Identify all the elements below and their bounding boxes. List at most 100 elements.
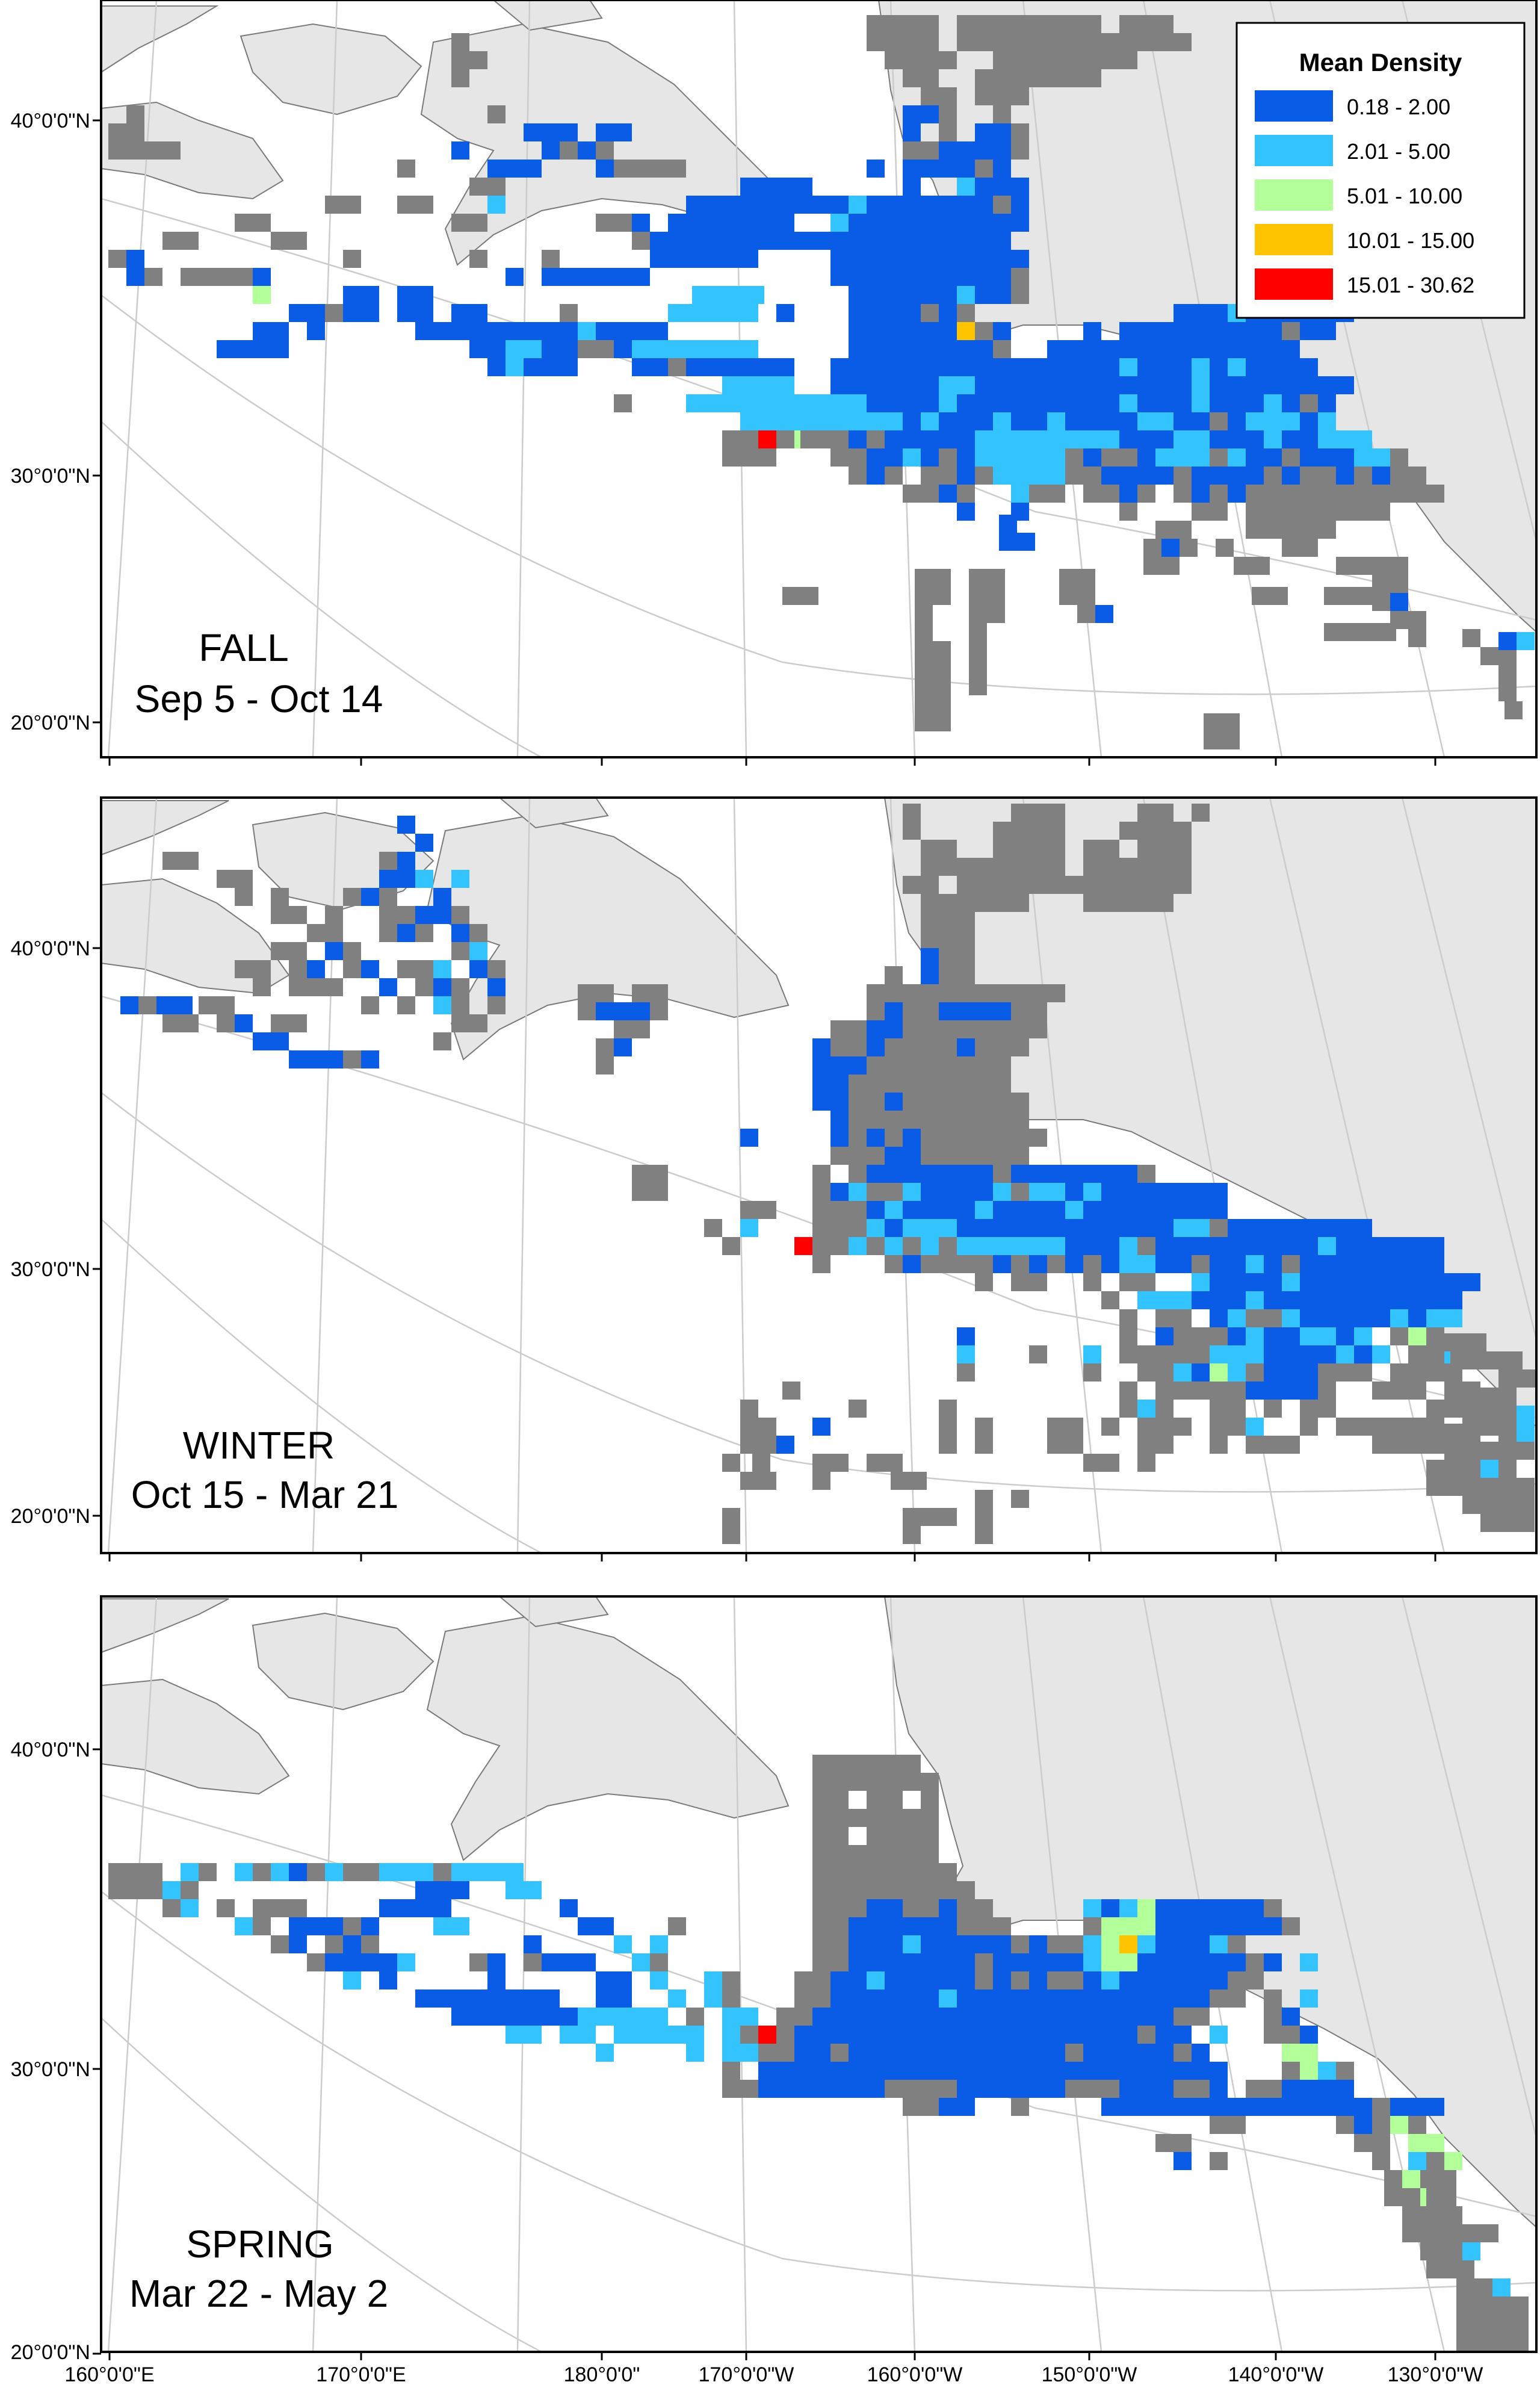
no-data-cell bbox=[957, 304, 975, 322]
no-data-cell bbox=[903, 2098, 939, 2116]
density-cell-class-1 bbox=[1155, 1237, 1318, 1255]
no-data-cell bbox=[939, 966, 975, 984]
density-cell-class-1 bbox=[469, 340, 506, 358]
no-data-cell bbox=[812, 1755, 921, 1773]
density-cells-spring bbox=[108, 1755, 1529, 2351]
density-cell-class-1 bbox=[415, 1881, 469, 1899]
density-cell-class-2 bbox=[722, 376, 794, 394]
no-data-cell bbox=[1059, 569, 1095, 587]
density-cell-class-1 bbox=[993, 1201, 1065, 1219]
date-range-winter: Oct 15 - Mar 21 bbox=[131, 1473, 399, 1516]
no-data-cell bbox=[1432, 1333, 1486, 1351]
density-cell-class-3 bbox=[253, 286, 271, 304]
no-data-cell bbox=[1300, 467, 1336, 485]
no-data-cell bbox=[1354, 2134, 1390, 2152]
density-cell-class-1 bbox=[867, 160, 885, 178]
density-cell-class-2 bbox=[1137, 412, 1174, 430]
density-cell-class-2 bbox=[993, 467, 1065, 485]
no-data-cell bbox=[975, 1273, 993, 1291]
no-data-cell bbox=[1282, 322, 1300, 340]
density-cell-class-2 bbox=[1083, 1899, 1101, 1917]
no-data-cell bbox=[969, 677, 987, 695]
density-cell-class-1 bbox=[1264, 1255, 1282, 1273]
no-data-cell bbox=[1246, 1363, 1264, 1382]
no-data-cell bbox=[740, 448, 776, 467]
no-data-cell bbox=[199, 1863, 217, 1881]
no-data-cell bbox=[1204, 713, 1240, 731]
density-cell-class-2 bbox=[1372, 1345, 1390, 1363]
density-cell-class-1 bbox=[325, 942, 343, 960]
no-data-cell bbox=[1065, 2044, 1083, 2062]
no-data-cell bbox=[1264, 2026, 1300, 2044]
density-cell-class-3 bbox=[1300, 2062, 1318, 2080]
no-data-cell bbox=[704, 1219, 722, 1237]
density-cell-class-1 bbox=[1101, 1255, 1119, 1273]
density-cell-class-1 bbox=[433, 888, 451, 906]
density-cell-class-1 bbox=[120, 996, 138, 1014]
density-cell-class-1 bbox=[1282, 467, 1300, 485]
no-data-cell bbox=[1137, 1237, 1155, 1255]
no-data-cell bbox=[325, 906, 343, 924]
density-cell-class-1 bbox=[975, 376, 1011, 394]
no-data-cell bbox=[812, 1201, 867, 1219]
density-cell-class-3 bbox=[1408, 1327, 1426, 1345]
density-cell-class-2 bbox=[506, 2026, 542, 2044]
density-cell-class-1 bbox=[1137, 1953, 1246, 1971]
density-cell-class-1 bbox=[993, 1971, 1011, 1989]
density-cell-class-1 bbox=[830, 1183, 849, 1201]
density-cell-class-1 bbox=[957, 1327, 975, 1345]
density-cell-class-1 bbox=[885, 1002, 903, 1020]
density-cell-class-1 bbox=[397, 286, 433, 304]
no-data-cell bbox=[1246, 485, 1444, 503]
density-cell-class-1 bbox=[1228, 485, 1246, 503]
no-data-cell bbox=[217, 870, 253, 888]
no-data-cell bbox=[939, 1508, 957, 1526]
density-cell-class-2 bbox=[1246, 1418, 1264, 1436]
no-data-cell bbox=[1011, 286, 1029, 304]
no-data-cell bbox=[542, 250, 560, 268]
density-cell-class-1 bbox=[614, 340, 632, 358]
no-data-cell bbox=[903, 1002, 939, 1020]
no-data-cell bbox=[632, 984, 668, 1002]
no-data-cell bbox=[1480, 2333, 1498, 2351]
no-data-cell bbox=[722, 2080, 740, 2098]
no-data-cell bbox=[1228, 1935, 1246, 1953]
no-data-cell bbox=[722, 1989, 740, 2008]
no-data-cell bbox=[686, 2008, 704, 2026]
no-data-cell bbox=[903, 1899, 939, 1917]
density-cell-class-1 bbox=[867, 448, 903, 467]
no-data-cell bbox=[993, 51, 1137, 69]
no-data-cell bbox=[1372, 2098, 1390, 2116]
no-data-cell bbox=[108, 1881, 144, 1899]
no-data-cell bbox=[867, 1454, 903, 1472]
density-cell-class-1 bbox=[1011, 376, 1192, 394]
density-cell-class-1 bbox=[1155, 1255, 1192, 1273]
density-cell-class-1 bbox=[1065, 1183, 1083, 1201]
density-cell-class-2 bbox=[181, 1899, 199, 1917]
season-label-winter: WINTER bbox=[183, 1424, 335, 1467]
no-data-cell bbox=[1210, 412, 1228, 430]
density-cell-class-1 bbox=[397, 304, 433, 322]
density-cell-class-2 bbox=[903, 1183, 921, 1201]
no-data-cell bbox=[1252, 587, 1288, 605]
density-cell-class-1 bbox=[1210, 1255, 1246, 1273]
no-data-cell bbox=[1083, 858, 1192, 876]
density-cell-class-1 bbox=[1101, 2098, 1336, 2116]
density-cell-class-1 bbox=[849, 304, 921, 322]
no-data-cell bbox=[1083, 1917, 1101, 1935]
density-cell-class-2 bbox=[1101, 1971, 1119, 1989]
no-data-cell bbox=[975, 1038, 1029, 1056]
density-cell-class-2 bbox=[397, 1953, 415, 1971]
density-cell-class-2 bbox=[1119, 1899, 1137, 1917]
no-data-cell bbox=[1426, 1478, 1535, 1496]
no-data-cell bbox=[782, 587, 818, 605]
density-cell-class-1 bbox=[885, 196, 903, 214]
no-data-cell bbox=[921, 87, 957, 105]
density-cell-class-1 bbox=[1372, 467, 1390, 485]
no-data-cell bbox=[903, 1526, 921, 1544]
no-data-cell bbox=[1282, 1917, 1300, 1935]
density-cell-class-2 bbox=[632, 340, 758, 358]
no-data-cell bbox=[939, 105, 957, 123]
density-cell-class-1 bbox=[849, 2044, 1065, 2062]
no-data-cell bbox=[1059, 587, 1095, 605]
